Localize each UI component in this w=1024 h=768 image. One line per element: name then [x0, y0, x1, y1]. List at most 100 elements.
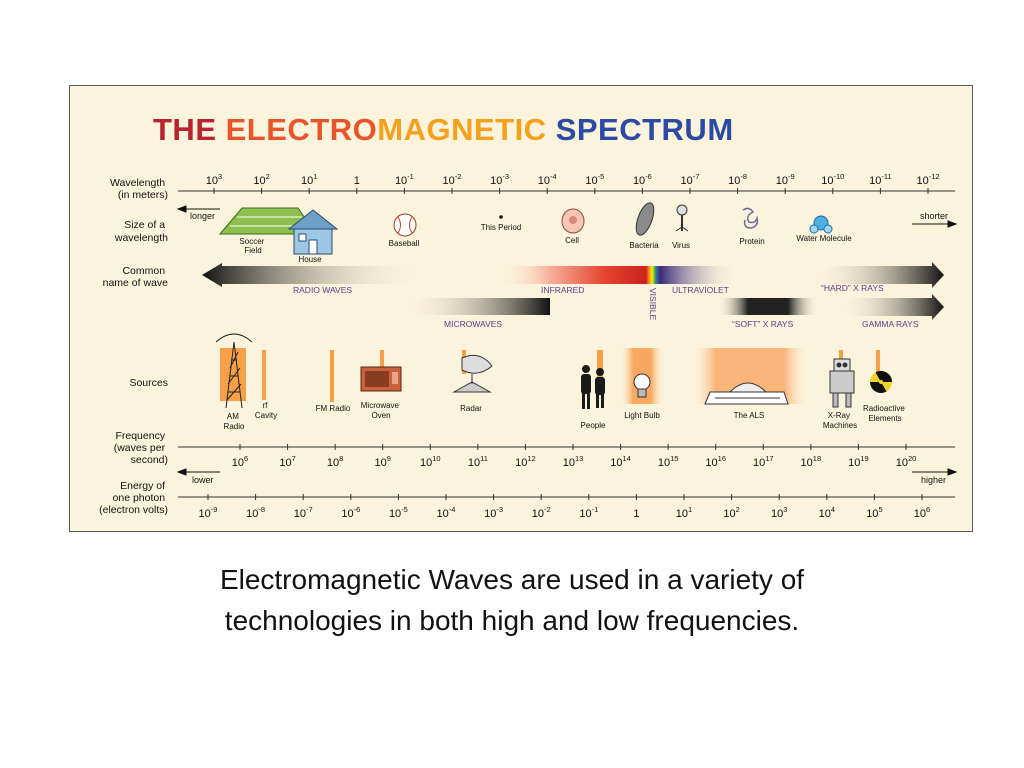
wavelength-tick-label: 101 — [301, 172, 317, 187]
energy-tick-label: 10-7 — [294, 505, 313, 520]
size-label-bacteria: Bacteria — [629, 241, 659, 250]
fm-radio-bar — [330, 350, 334, 402]
wave-name-radio: RADIO WAVES — [293, 285, 352, 295]
energy-tick-label: 101 — [676, 505, 692, 520]
wave-name-ultraviolet: ULTRAVIOLET — [672, 285, 729, 295]
ultraviolet-band — [660, 266, 738, 284]
wave-bands — [202, 262, 944, 320]
radioactive-icon — [870, 371, 892, 393]
wave-name-gamma: GAMMA RAYS — [862, 319, 919, 329]
microwave-oven-icon — [360, 366, 402, 392]
wavelength-tick-marks — [213, 188, 929, 194]
rf-cavity-bar — [262, 350, 266, 400]
size-label-house: House — [298, 255, 322, 264]
row-label-sources: Sources — [129, 377, 168, 389]
frequency-tick-label: 1016 — [705, 454, 726, 469]
title-part-2: ELECTRO — [226, 112, 378, 147]
als-building-icon — [704, 382, 789, 405]
direction-arrows — [176, 205, 958, 476]
visible-band — [646, 266, 660, 284]
frequency-tick-label: 1015 — [658, 454, 679, 469]
frequency-tick-label: 1012 — [515, 454, 536, 469]
size-label-water-molecule: Water Molecule — [796, 234, 852, 243]
size-label-cell: Cell — [565, 236, 579, 245]
axis-lines — [178, 190, 955, 498]
radio-waves-band — [202, 263, 422, 287]
virus-icon — [675, 204, 689, 232]
longer-arrowhead — [176, 205, 187, 213]
row-label-common-name: Common name of wave — [103, 265, 169, 289]
frequency-tick-label: 107 — [279, 454, 295, 469]
frequency-tick-marks — [239, 444, 907, 450]
em-spectrum-diagram: THE ELECTROMAGNETIC SPECTRUM Wavelength … — [99, 112, 958, 520]
wave-name-infrared: INFRARED — [541, 285, 584, 295]
source-label-als: The ALS — [734, 411, 765, 420]
house-icon — [287, 209, 339, 255]
radar-dish-icon — [452, 354, 493, 393]
wave-name-visible: VISIBLE — [648, 288, 658, 320]
source-label-radar: Radar — [460, 404, 482, 413]
energy-tick-label: 102 — [723, 505, 739, 520]
lower-arrowhead — [176, 468, 187, 476]
energy-tick-label: 10-1 — [579, 505, 598, 520]
light-bulb-icon — [633, 373, 651, 398]
higher-arrowhead — [947, 468, 958, 476]
wave-name-soft-xray: “SOFT” X RAYS — [732, 319, 794, 329]
higher-label: higher — [921, 475, 946, 485]
xray-robot-icon — [829, 358, 855, 408]
frequency-tick-label: 109 — [375, 454, 391, 469]
frequency-tick-label: 1013 — [563, 454, 584, 469]
caption-line-1: Electromagnetic Waves are used in a vari… — [219, 564, 805, 595]
frequency-tick-label: 1019 — [848, 454, 869, 469]
wavelength-tick-label: 10-4 — [538, 172, 557, 187]
frequency-tick-labels: 106 107 108 109 1010 1011 1012 1013 1014 1015 1016… — [232, 454, 917, 469]
frequency-tick-label: 1020 — [896, 454, 917, 469]
energy-tick-label: 10-6 — [341, 505, 360, 520]
row-label-wavelength: Wavelength (in meters) — [110, 177, 168, 201]
size-label-soccer-field: Soccer Field — [239, 237, 266, 255]
size-label-this-period: This Period — [481, 223, 521, 232]
lower-label: lower — [192, 475, 214, 485]
energy-tick-label: 105 — [866, 505, 882, 520]
source-label-microwave-oven: Microwave Oven — [361, 401, 401, 420]
water-molecule-icon — [809, 215, 833, 234]
microwave-oven-bar — [380, 350, 384, 380]
cell-icon — [561, 208, 585, 234]
energy-tick-label: 104 — [819, 505, 835, 520]
wavelength-tick-label: 10-5 — [585, 172, 604, 187]
longer-label: longer — [190, 211, 215, 221]
figure-title: THE ELECTROMAGNETIC SPECTRUM — [153, 112, 734, 147]
source-label-fm-radio: FM Radio — [316, 404, 351, 413]
wavelength-tick-label: 10-9 — [776, 172, 795, 187]
microwaves-band — [405, 298, 550, 315]
hard-xray-band — [815, 262, 944, 288]
em-spectrum-figure: THE ELECTROMAGNETIC SPECTRUM Wavelength … — [69, 85, 973, 532]
radioactive-bar — [876, 350, 880, 378]
shorter-label: shorter — [920, 211, 948, 221]
wavelength-tick-label: 103 — [206, 172, 222, 187]
energy-tick-marks — [207, 494, 923, 500]
frequency-tick-label: 108 — [327, 454, 343, 469]
wavelength-tick-label: 10-6 — [633, 172, 652, 187]
frequency-tick-label: 1017 — [753, 454, 774, 469]
protein-icon — [742, 207, 759, 229]
row-label-size: Size of a wavelength — [114, 219, 168, 244]
soft-xray-band — [718, 298, 818, 315]
source-label-people: People — [581, 421, 606, 430]
title-part-4: SPECTRUM — [556, 112, 734, 147]
people-icon — [581, 365, 605, 409]
wavelength-tick-label: 10-2 — [443, 172, 462, 187]
energy-tick-label: 10-8 — [246, 505, 265, 520]
wavelength-tick-label: 1 — [354, 175, 360, 187]
wave-name-hard-xray: “HARD” X RAYS — [821, 283, 884, 293]
baseball-icon — [393, 213, 417, 237]
title-part-1: THE — [153, 112, 226, 147]
source-label-radioactive: Radioactive Elements — [863, 404, 907, 423]
size-label-protein: Protein — [739, 237, 764, 246]
energy-tick-label: 106 — [914, 505, 930, 520]
gamma-rays-band — [840, 294, 944, 320]
caption-line-2: technologies in both high and low freque… — [224, 605, 800, 636]
frequency-tick-label: 1010 — [420, 454, 441, 469]
size-label-virus: Virus — [672, 241, 690, 250]
